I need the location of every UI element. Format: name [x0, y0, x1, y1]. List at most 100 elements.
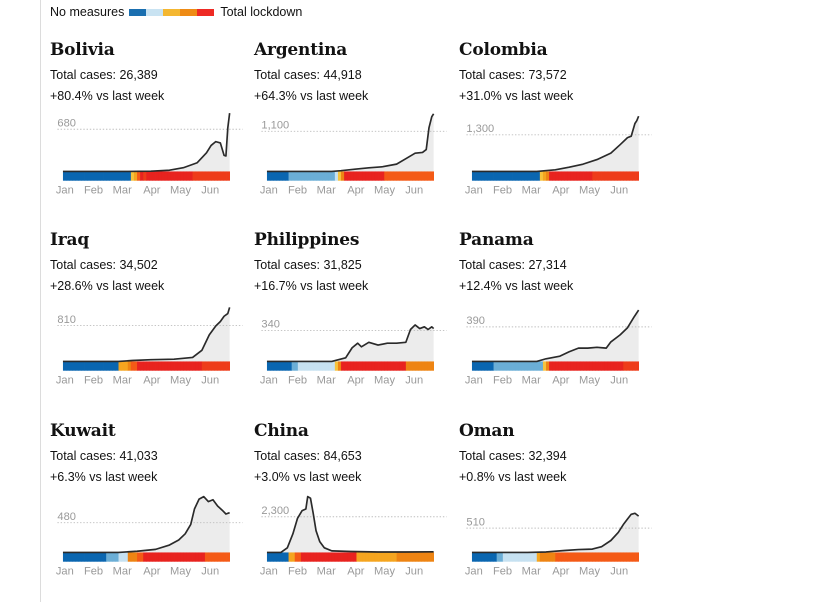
stringency-segment [521, 552, 525, 562]
month-tick-label: Apr [552, 566, 570, 578]
stringency-segment [322, 361, 326, 371]
stringency-segment [533, 171, 538, 181]
stringency-segment [356, 552, 360, 562]
reference-label: 810 [57, 314, 76, 326]
month-tick-label: Feb [84, 375, 103, 387]
legend-swatch [129, 8, 147, 16]
stringency-segment [152, 361, 156, 371]
stringency-segment [396, 552, 401, 562]
stringency-segment [319, 361, 323, 371]
stringency-segment [390, 171, 394, 181]
stringency-segment [362, 552, 367, 562]
stringency-segment [304, 171, 308, 181]
stringency-segment [570, 171, 575, 181]
stringency-segment [75, 361, 79, 371]
stringency-segment [530, 552, 535, 562]
stringency-segment [273, 552, 277, 562]
stringency-segment [211, 171, 215, 181]
stringency-segment [90, 171, 95, 181]
stringency-segment [319, 552, 323, 562]
reference-label: 480 [57, 511, 76, 523]
stringency-segment [552, 361, 556, 371]
stringency-segment [610, 361, 615, 371]
stringency-segment [220, 361, 224, 371]
stringency-segment [84, 171, 89, 181]
stringency-segment [487, 552, 491, 562]
stringency-segment [595, 361, 599, 371]
stringency-segment [115, 361, 119, 371]
stringency-segment [632, 552, 636, 562]
stringency-segment [164, 171, 169, 181]
stringency-segment [96, 361, 101, 371]
stringency-segment [325, 171, 330, 181]
country-name: Kuwait [50, 421, 116, 441]
stringency-segment [276, 552, 280, 562]
cases-area [471, 116, 639, 172]
stringency-segment [430, 171, 434, 181]
stringency-segment [186, 171, 190, 181]
stringency-segment [604, 171, 609, 181]
stringency-segment [499, 171, 504, 181]
stringency-segment [319, 171, 323, 181]
stringency-segment [87, 552, 92, 562]
stringency-segment [279, 361, 283, 371]
stringency-segment [561, 552, 565, 562]
stringency-segment [549, 361, 553, 371]
stringency-segment [334, 171, 339, 181]
stringency-segment [217, 171, 221, 181]
stringency-segment [174, 171, 178, 181]
country-panel: Colombia Total cases: 73,572 +31.0% vs las… [459, 40, 659, 220]
stringency-segment [613, 552, 618, 562]
stringency-segment [183, 361, 187, 371]
stringency-segment [161, 552, 166, 562]
stringency-segment [475, 552, 479, 562]
stringency-segment [152, 552, 156, 562]
stringency-segment [555, 552, 559, 562]
month-tick-label: Jan [260, 185, 278, 197]
country-panel: Iraq Total cases: 34,502 +28.6% vs last we… [50, 230, 250, 410]
month-tick-label: Jan [465, 375, 483, 387]
stringency-segment [226, 361, 230, 371]
stringency-segment [297, 361, 302, 371]
stringency-segment [103, 171, 107, 181]
weekly-change: +12.4% vs last week [459, 279, 574, 293]
stringency-segment [84, 552, 89, 562]
stringency-segment [542, 361, 547, 371]
cases-line [62, 495, 230, 554]
stringency-segment [291, 171, 296, 181]
stringency-segment [539, 552, 544, 562]
stringency-segment [69, 171, 73, 181]
stringency-segment [331, 552, 336, 562]
stringency-segment [217, 361, 221, 371]
country-name: Philippines [254, 230, 360, 250]
weekly-change: +0.8% vs last week [459, 470, 567, 484]
reference-label: 1,300 [466, 123, 494, 135]
stringency-segment [405, 361, 410, 371]
stringency-segment [402, 552, 407, 562]
stringency-segment [521, 361, 525, 371]
month-tick-label: Apr [552, 375, 570, 387]
stringency-segment [536, 361, 541, 371]
month-tick-label: Jan [56, 375, 74, 387]
total-cases: Total cases: 41,033 [50, 449, 158, 463]
stringency-segment [201, 361, 206, 371]
stringency-segment [402, 171, 407, 181]
stringency-segment [371, 361, 376, 371]
country-name: Colombia [459, 40, 548, 60]
legend-left-label: No measures [50, 5, 125, 19]
stringency-segment [137, 552, 141, 562]
stringency-segment [592, 361, 596, 371]
stringency-segment [201, 171, 206, 181]
stringency-segment [598, 171, 602, 181]
stringency-segment [204, 552, 209, 562]
country-chart-grid: Bolivia Total cases: 26,389 +80.4% vs last… [50, 40, 662, 600]
stringency-segment [96, 552, 101, 562]
month-tick-label: Mar [317, 566, 336, 578]
stringency-segment [530, 361, 535, 371]
stringency-segment [307, 171, 311, 181]
stringency-segment [149, 361, 153, 371]
weekly-change: +28.6% vs last week [50, 279, 165, 293]
stringency-segment [368, 361, 373, 371]
stringency-segment [484, 361, 488, 371]
stringency-segment [595, 171, 599, 181]
